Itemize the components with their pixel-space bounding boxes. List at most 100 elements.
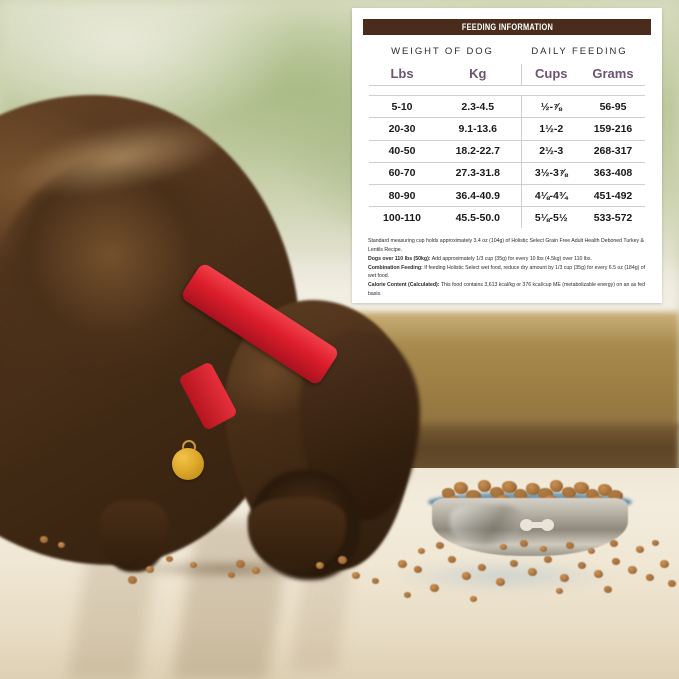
kibble-piece (146, 566, 154, 573)
table-row: 80-90 36.4-40.9 4⅛-4¾ 451-492 (369, 183, 645, 207)
note-calorie-label: Calorie Content (Calculated): (368, 282, 440, 289)
kibble-piece (228, 572, 235, 578)
kibble-piece (608, 490, 623, 501)
kibble-piece (372, 578, 379, 584)
note-dogs-over-text: Add approximately 1/3 cup (35g) for ever… (430, 255, 592, 262)
cell-lbs: 100-110 (369, 206, 435, 229)
group-header-daily: DAILY FEEDING (531, 46, 628, 57)
kibble-piece (528, 568, 537, 576)
cell-cups: 1½-2 (521, 117, 581, 141)
table-head-rule (369, 84, 645, 96)
card-title: FEEDING INFORMATION (461, 21, 553, 33)
kibble-piece (574, 482, 589, 494)
kibble-piece (352, 572, 360, 579)
kibble-piece (338, 556, 347, 564)
kibble-piece (128, 576, 137, 584)
kibble-piece (462, 572, 471, 580)
cell-kg: 18.2-22.7 (435, 139, 522, 163)
kibble-piece (556, 588, 563, 594)
kibble-piece (628, 566, 637, 574)
dog-paw-right (248, 498, 346, 570)
kibble-piece (166, 556, 173, 562)
cell-grams: 451-492 (581, 183, 645, 207)
kibble-piece (490, 487, 504, 498)
kibble-piece (496, 578, 505, 586)
kibble-piece (538, 488, 553, 499)
feeding-information-card: FEEDING INFORMATION WEIGHT OF DOG DAILY … (352, 8, 662, 303)
cell-lbs: 20-30 (369, 117, 435, 141)
table-row: 40-50 18.2-22.7 2½-3 268-317 (369, 139, 645, 163)
kibble-piece (316, 562, 324, 569)
table-row: 5-10 2.3-4.5 ½-⅞ 56-95 (369, 95, 645, 118)
paw-shadow (92, 556, 362, 582)
kibble-piece (252, 567, 260, 574)
kibble-piece (566, 542, 574, 549)
cell-kg: 27.3-31.8 (435, 161, 522, 185)
kibble-piece (610, 540, 618, 547)
kibble-piece (414, 566, 422, 573)
cell-kg: 9.1-13.6 (435, 117, 522, 141)
kibble-piece (448, 556, 456, 563)
collar-tag (172, 448, 204, 480)
column-header-lbs: Lbs (390, 66, 414, 81)
table-header-row: Lbs Kg Cups Grams (369, 64, 645, 86)
kibble-piece (646, 574, 654, 581)
cell-cups: ½-⅞ (521, 95, 581, 118)
kibble-piece (502, 481, 517, 493)
kibble-piece (190, 562, 197, 568)
kibble-piece (58, 542, 65, 548)
cell-grams: 363-408 (581, 161, 645, 185)
table-row: 100-110 45.5-50.0 5⅛-5½ 533-572 (369, 206, 645, 229)
cell-grams: 268-317 (581, 139, 645, 163)
kibble-piece (236, 560, 245, 568)
note-combination-label: Combination Feeding: (368, 264, 423, 271)
kibble-piece (652, 540, 659, 546)
group-header-row: WEIGHT OF DOG DAILY FEEDING (370, 46, 644, 57)
kibble-piece (40, 536, 48, 543)
column-header-grams: Grams (592, 66, 634, 81)
cell-grams: 533-572 (581, 206, 645, 229)
cell-cups: 5⅛-5½ (521, 206, 581, 229)
cell-lbs: 80-90 (369, 183, 435, 207)
cell-lbs: 5-10 (369, 95, 435, 118)
cell-grams: 56-95 (581, 95, 645, 118)
kibble-piece (454, 482, 468, 494)
note-dogs-over-110: Dogs over 110 lbs (50kg): Add approximat… (368, 255, 646, 263)
cell-lbs: 60-70 (369, 161, 435, 185)
kibble-piece (470, 596, 477, 602)
kibble-piece (604, 586, 612, 593)
table-row: 20-30 9.1-13.6 1½-2 159-216 (369, 117, 645, 141)
cell-kg: 45.5-50.0 (435, 206, 522, 229)
column-header-kg: Kg (435, 64, 522, 86)
cell-grams: 159-216 (581, 117, 645, 141)
kibble-piece (544, 556, 552, 563)
kibble-piece (442, 488, 455, 499)
kibble-piece (636, 546, 644, 553)
dog-paw-left (100, 500, 168, 572)
kibble-piece (562, 487, 576, 498)
card-header-bar: FEEDING INFORMATION (363, 19, 651, 35)
kibble-piece (660, 560, 669, 568)
cell-cups: 2½-3 (521, 139, 581, 163)
kibble-piece (594, 570, 603, 578)
kibble-piece (560, 574, 569, 582)
note-calorie-text: This food contains 3,613 kcal/kg or 376 … (368, 282, 645, 297)
note-standard-cup: Standard measuring cup holds approximate… (368, 238, 644, 253)
kibble-piece (500, 544, 507, 550)
cell-cups: 4⅛-4¾ (521, 183, 581, 207)
kibble-piece (466, 490, 481, 501)
group-header-weight: WEIGHT OF DOG (391, 46, 494, 57)
cell-kg: 36.4-40.9 (435, 183, 522, 207)
fine-print-notes: Standard measuring cup holds approximate… (368, 237, 646, 298)
note-dogs-over-label: Dogs over 110 lbs (50kg): (368, 255, 431, 262)
kibble-piece (612, 558, 620, 565)
column-header-cups: Cups (535, 66, 568, 81)
kibble-piece (520, 540, 528, 547)
kibble-piece (398, 560, 407, 568)
kibble-piece (510, 560, 518, 567)
note-calorie-content: Calorie Content (Calculated): This food … (368, 281, 646, 297)
kibble-piece (526, 483, 540, 495)
kibble-piece (550, 480, 563, 492)
kibble-piece (430, 584, 439, 592)
